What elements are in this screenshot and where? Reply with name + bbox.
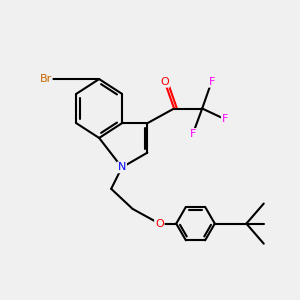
Text: F: F: [190, 129, 196, 139]
Text: N: N: [118, 162, 126, 172]
Text: O: O: [155, 219, 164, 229]
Text: O: O: [160, 77, 169, 87]
Text: F: F: [222, 114, 228, 124]
Text: F: F: [208, 77, 215, 87]
Text: Br: Br: [40, 74, 52, 84]
